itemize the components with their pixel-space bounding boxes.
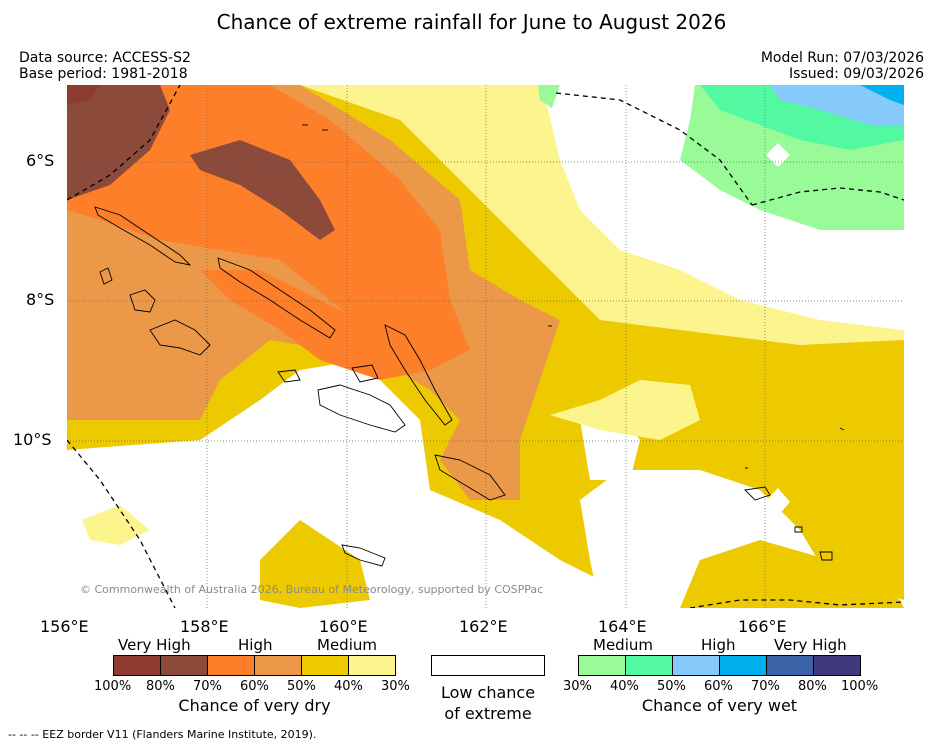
neutral-caption-line2: of extreme xyxy=(444,704,532,723)
dry-tick-100: 100% xyxy=(94,679,132,694)
lat-label-8s: 8°S xyxy=(26,290,55,309)
wet-swatch-70-80 xyxy=(766,655,814,676)
dry-group-very-high: Very High xyxy=(118,636,191,654)
region-very-high-dry-center xyxy=(190,140,335,240)
islet-e xyxy=(839,427,845,431)
dry-swatch-60-70 xyxy=(207,655,255,676)
dry-swatch-80-100 xyxy=(113,655,161,676)
lon-label-160e: 160°E xyxy=(319,617,368,636)
data-source: Data source: ACCESS-S2 xyxy=(19,50,191,66)
lon-label-164e: 164°E xyxy=(598,617,647,636)
region-low-chance-spot xyxy=(766,143,790,167)
wet-swatch-60-70 xyxy=(719,655,767,676)
eez-note: -- -- -- EEZ border V11 (Flanders Marine… xyxy=(8,728,317,741)
lon-label-156e: 156°E xyxy=(40,617,89,636)
wet-group-high: High xyxy=(701,636,736,654)
dry-group-high: High xyxy=(238,636,273,654)
meta-left: Data source: ACCESS-S2 Base period: 1981… xyxy=(19,50,191,82)
wet-tick-40: 40% xyxy=(610,679,639,694)
dry-group-medium: Medium xyxy=(317,636,377,654)
neutral-swatch xyxy=(431,655,545,676)
wet-legend-caption: Chance of very wet xyxy=(641,696,798,715)
neutral-caption-line1: Low chance xyxy=(440,683,536,702)
issued-date: Issued: 09/03/2026 xyxy=(789,66,924,82)
region-light-dry-east xyxy=(550,380,700,440)
region-low-chance-diamond xyxy=(765,488,790,516)
wet-tick-30: 30% xyxy=(563,679,592,694)
region-medium-dry-southeast xyxy=(680,540,904,608)
lat-label-10s: 10°S xyxy=(13,430,52,449)
wet-tick-50: 50% xyxy=(657,679,686,694)
island-santa-cruz xyxy=(744,486,771,501)
map-title: Chance of extreme rainfall for June to A… xyxy=(216,10,727,34)
region-high-dry-70-tail xyxy=(200,270,430,380)
wet-swatch-40-50 xyxy=(625,655,673,676)
copyright-notice: © Commonwealth of Australia 2026, Bureau… xyxy=(80,583,544,596)
island-kolombangara xyxy=(129,289,156,313)
lon-label-166e: 166°E xyxy=(738,617,787,636)
island-makira xyxy=(434,454,506,501)
wet-swatch-80-100 xyxy=(813,655,861,676)
dry-swatch-50-60 xyxy=(254,655,302,676)
island-choiseul xyxy=(94,206,192,266)
region-medium-dry-south xyxy=(260,520,370,608)
lon-label-162e: 162°E xyxy=(459,617,508,636)
coastlines xyxy=(94,124,845,567)
wet-tick-60: 60% xyxy=(704,679,733,694)
island-vanikoro xyxy=(819,551,833,561)
wet-group-very-high: Very High xyxy=(774,636,847,654)
lat-label-6s: 6°S xyxy=(26,151,55,170)
island-rennell xyxy=(341,544,386,567)
base-period: Base period: 1981-2018 xyxy=(19,66,188,82)
region-light-dry-patch xyxy=(82,505,150,545)
wet-group-medium: Medium xyxy=(593,636,653,654)
dry-tick-30: 30% xyxy=(381,679,410,694)
dry-legend-caption: Chance of very dry xyxy=(178,696,331,715)
wet-tick-80: 80% xyxy=(798,679,827,694)
dry-swatch-40-50 xyxy=(301,655,349,676)
wet-swatch-30-40 xyxy=(578,655,626,676)
island-malaita xyxy=(384,324,453,426)
region-high-wet-50 xyxy=(770,85,904,125)
model-run: Model Run: 07/03/2026 xyxy=(760,50,924,66)
island-santa-isabel xyxy=(217,257,336,339)
island-florida xyxy=(351,364,379,383)
island-vella-lavella xyxy=(99,267,113,285)
dry-tick-70: 70% xyxy=(193,679,222,694)
wet-swatch-50-60 xyxy=(672,655,720,676)
region-low-chance-southwest xyxy=(67,360,600,608)
region-extreme-dry xyxy=(67,85,100,105)
lon-label-158e: 158°E xyxy=(180,617,229,636)
region-high-wet-60 xyxy=(860,85,904,105)
dry-tick-50: 50% xyxy=(287,679,316,694)
dry-swatch-30-40 xyxy=(348,655,396,676)
island-russell xyxy=(277,369,301,383)
region-high-dry-70 xyxy=(67,85,470,370)
island-utupua xyxy=(794,526,803,533)
region-very-high-dry-west xyxy=(67,85,170,200)
wet-tick-70: 70% xyxy=(751,679,780,694)
wet-tick-100: 100% xyxy=(841,679,879,694)
island-new-georgia xyxy=(149,319,211,356)
dry-tick-40: 40% xyxy=(334,679,363,694)
graticule xyxy=(67,85,904,608)
dry-tick-60: 60% xyxy=(240,679,269,694)
dry-swatch-70-80 xyxy=(160,655,208,676)
region-medium-wet-spot xyxy=(538,85,560,108)
eez-borders xyxy=(67,85,904,608)
map-field xyxy=(67,85,904,608)
island-guadalcanal xyxy=(317,384,406,433)
dry-tick-80: 80% xyxy=(146,679,175,694)
meta-right: Model Run: 07/03/2026 Issued: 09/03/2026 xyxy=(761,50,924,82)
